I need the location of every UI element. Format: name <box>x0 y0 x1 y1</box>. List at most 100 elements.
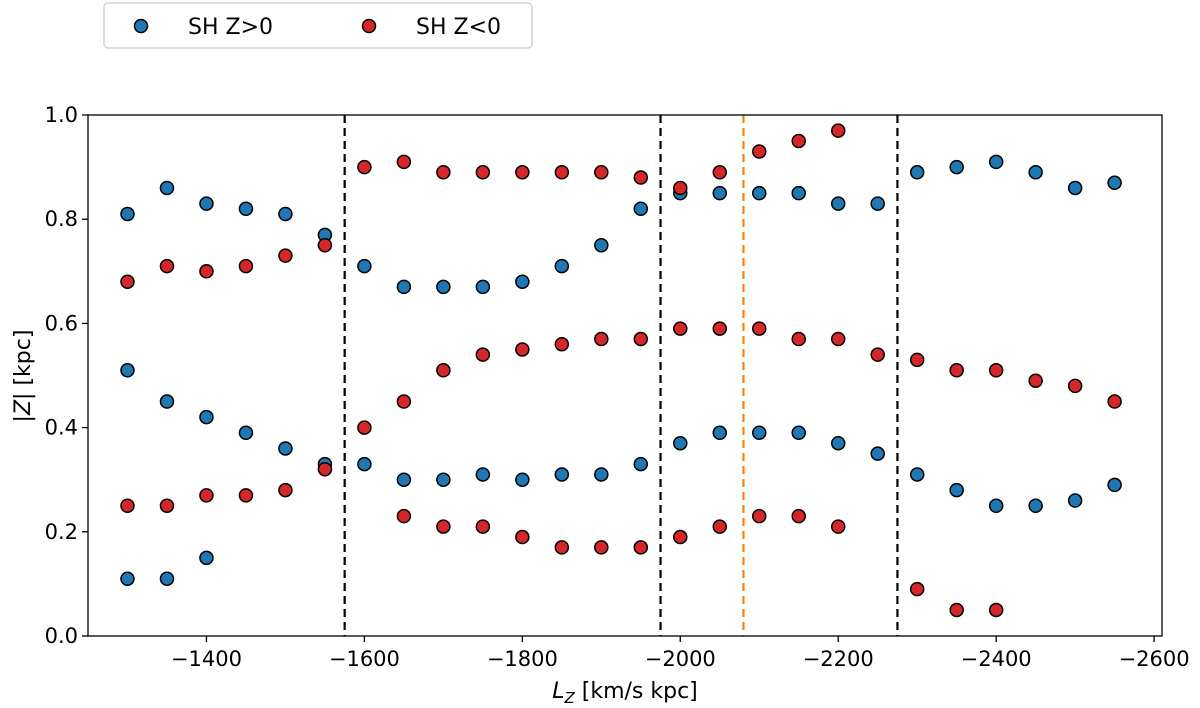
point-s0-22 <box>633 201 649 217</box>
point-s1-30 <box>475 519 491 534</box>
point-s0-34 <box>791 185 806 201</box>
point-s0-45 <box>988 154 1004 170</box>
point-s1-44 <box>830 331 846 347</box>
point-s0-42 <box>870 446 885 461</box>
point-s0-28 <box>554 467 570 482</box>
point-s1-7 <box>159 498 175 513</box>
y-tick-label-3: 0.6 <box>45 311 78 335</box>
point-s0-25 <box>436 472 451 487</box>
point-s0-17 <box>436 279 451 295</box>
y-tick-label-1: 0.2 <box>45 520 78 544</box>
point-s0-30 <box>633 456 649 472</box>
point-s1-24 <box>515 342 530 357</box>
x-tick-label-0: −1400 <box>171 647 242 671</box>
point-s0-18 <box>475 279 491 295</box>
x-tick-label-2: −1800 <box>487 647 558 671</box>
x-tick-label-5: −2400 <box>961 647 1032 671</box>
point-s1-27 <box>633 331 649 347</box>
point-s1-46 <box>673 529 688 545</box>
point-s1-26 <box>594 331 609 347</box>
point-s1-3 <box>238 258 254 274</box>
legend-frame <box>103 2 533 49</box>
point-s1-29 <box>436 519 451 534</box>
x-axis-ticks: −1400 −1600 −1800 −2000 −2200 −2400 −2600 <box>171 636 1190 671</box>
point-s1-22 <box>436 363 451 378</box>
point-s1-28 <box>396 508 412 524</box>
point-s0-14 <box>199 550 214 566</box>
x-tick-label-1: −1600 <box>329 647 400 671</box>
point-s0-37 <box>673 435 688 451</box>
point-s1-6 <box>120 498 135 513</box>
y-axis-label: |Z| [kpc] <box>11 330 36 423</box>
y-tick-label-5: 1.0 <box>45 103 78 127</box>
point-s1-59 <box>988 602 1004 618</box>
point-s1-11 <box>317 462 333 477</box>
point-s0-8 <box>199 409 214 425</box>
point-s0-53 <box>1067 493 1083 508</box>
point-s0-4 <box>278 206 293 222</box>
point-s0-0 <box>120 206 135 222</box>
point-s1-43 <box>791 331 806 347</box>
point-s1-15 <box>475 165 491 180</box>
point-s0-51 <box>988 498 1004 513</box>
point-s0-48 <box>1107 175 1122 190</box>
point-s1-52 <box>949 363 964 378</box>
point-s0-49 <box>909 467 925 482</box>
legend: SH Z>0 SH Z<0 <box>103 2 533 49</box>
point-s1-20 <box>357 420 372 435</box>
x-tick-label-6: −2600 <box>1119 647 1190 671</box>
point-s1-53 <box>988 363 1004 378</box>
x-axis-label: LZ [km/s kpc] <box>552 679 698 707</box>
point-s1-34 <box>633 540 649 555</box>
legend-label-sh-z-neg: SH Z<0 <box>416 15 501 40</box>
point-s1-16 <box>515 165 530 180</box>
point-s0-23 <box>357 456 372 472</box>
point-s0-35 <box>830 196 846 211</box>
point-s1-0 <box>120 274 135 289</box>
point-s1-10 <box>278 482 293 498</box>
point-s1-49 <box>791 508 806 524</box>
point-s1-48 <box>752 508 767 524</box>
point-s0-1 <box>159 180 175 196</box>
y-tick-label-2: 0.4 <box>45 416 78 440</box>
point-s1-8 <box>199 488 214 503</box>
point-s1-40 <box>673 321 688 336</box>
legend-marker-sh-z-neg <box>361 18 377 34</box>
point-s1-13 <box>396 154 412 170</box>
point-s0-12 <box>120 571 135 586</box>
point-s0-29 <box>594 467 609 482</box>
point-s0-2 <box>199 196 214 211</box>
point-s0-46 <box>1028 165 1043 180</box>
point-s0-27 <box>515 472 530 487</box>
point-s1-14 <box>436 165 451 180</box>
point-s1-35 <box>673 180 688 196</box>
point-s1-2 <box>199 264 214 279</box>
point-s0-47 <box>1067 180 1083 196</box>
point-s0-33 <box>752 185 767 201</box>
point-s0-36 <box>870 196 885 211</box>
point-s1-42 <box>752 321 767 336</box>
point-s0-40 <box>791 425 806 441</box>
point-s0-50 <box>949 482 964 498</box>
plot-area <box>88 115 1162 636</box>
point-s1-33 <box>594 540 609 555</box>
y-tick-label-4: 0.8 <box>45 207 78 231</box>
point-s1-55 <box>1067 378 1083 394</box>
point-s1-45 <box>870 347 885 362</box>
point-s1-37 <box>752 144 767 159</box>
point-s0-44 <box>949 159 964 175</box>
point-s1-41 <box>712 321 728 336</box>
legend-label-sh-z-pos: SH Z>0 <box>188 15 273 40</box>
point-s1-39 <box>830 123 846 138</box>
point-s1-54 <box>1028 373 1043 388</box>
x-tick-label-4: −2200 <box>803 647 874 671</box>
point-s1-1 <box>159 258 175 274</box>
point-s1-4 <box>278 248 293 263</box>
point-s1-19 <box>633 170 649 185</box>
point-s0-52 <box>1028 498 1043 513</box>
legend-marker-sh-z-pos <box>133 18 149 34</box>
point-s1-17 <box>554 165 570 180</box>
point-s0-54 <box>1107 477 1122 493</box>
point-s0-24 <box>396 472 412 487</box>
x-tick-label-3: −2000 <box>645 647 716 671</box>
